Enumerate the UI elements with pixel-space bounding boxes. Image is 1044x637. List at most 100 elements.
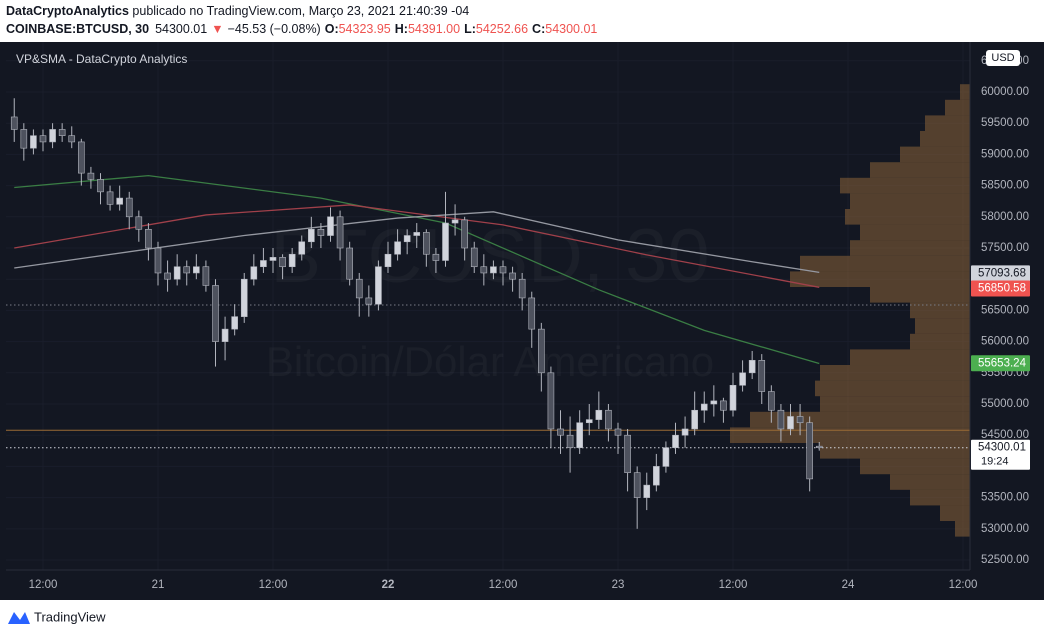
price-label: 55653.24 xyxy=(978,357,1027,369)
candle-body xyxy=(700,403,708,411)
candle-body xyxy=(145,228,152,249)
volume-profile-bar xyxy=(850,193,970,210)
volume-profile-bar xyxy=(840,177,970,194)
candle-body xyxy=(250,266,258,280)
volume-profile-bar xyxy=(945,99,970,116)
candle-body xyxy=(336,216,344,249)
candle-body xyxy=(154,247,162,274)
candle-body xyxy=(288,253,296,268)
candle-body xyxy=(815,445,823,448)
candle-body xyxy=(202,266,210,286)
candle-body xyxy=(30,135,37,149)
candle-body xyxy=(87,172,95,180)
candle-body xyxy=(413,232,421,236)
candle-body xyxy=(355,278,363,299)
candle-body xyxy=(78,141,85,174)
candle-body xyxy=(432,253,440,261)
y-tick-label: 56500.00 xyxy=(981,304,1029,316)
currency-badge xyxy=(986,50,1020,66)
symbol: COINBASE:BTCUSD, 30 xyxy=(6,22,149,36)
candle-body xyxy=(605,409,612,430)
candle-body xyxy=(125,197,133,218)
last-price: 54300.01 xyxy=(155,22,207,36)
candle-body xyxy=(346,247,353,280)
candle-body xyxy=(787,416,794,430)
candle-body xyxy=(748,360,756,374)
plot-area: BTCUSD, 30 Bitcoin/Dólar Americano xyxy=(6,42,970,570)
indicator-title: VP&SMA - DataCrypto Analytics xyxy=(16,52,187,66)
x-tick-label: 12:00 xyxy=(29,579,58,591)
candle-body xyxy=(758,360,766,392)
candle-body xyxy=(768,391,775,411)
candle-body xyxy=(10,116,18,130)
candle-body xyxy=(106,191,114,205)
y-tick-label: 52500.00 xyxy=(981,554,1029,566)
candle-body xyxy=(633,472,641,498)
sma-line xyxy=(14,204,820,288)
volume-profile-bar xyxy=(800,255,970,272)
watermark-sub: Bitcoin/Dólar Americano xyxy=(266,338,714,385)
chart-bg xyxy=(0,42,1044,600)
candle-body xyxy=(662,447,670,467)
volume-profile-bar xyxy=(820,396,970,412)
header-bg xyxy=(0,0,1044,42)
volume-profile-bar xyxy=(790,271,970,288)
candle-body xyxy=(279,257,286,268)
down-arrow: ▼ xyxy=(211,22,223,36)
volume-profile-bar xyxy=(820,365,970,381)
candle-body xyxy=(499,266,507,274)
candle-body xyxy=(173,266,181,280)
watermark: BTCUSD, 30 xyxy=(270,214,709,299)
price-label: 56850.58 xyxy=(978,283,1026,295)
candle-body xyxy=(490,266,497,274)
candle-body xyxy=(164,272,171,280)
volume-profile-bar xyxy=(910,489,970,506)
x-tick-label: 12:00 xyxy=(259,579,288,591)
candle-body xyxy=(403,235,411,243)
price-label-bg xyxy=(971,355,1030,372)
candle-body xyxy=(97,179,104,193)
close-value: 54300.01 xyxy=(545,22,597,36)
author: DataCryptoAnalytics xyxy=(6,4,129,18)
candle-body xyxy=(365,297,373,305)
price-label: 57093.68 xyxy=(978,267,1026,279)
candle-body xyxy=(221,328,229,342)
candle-body xyxy=(375,266,382,305)
candle-body xyxy=(135,216,143,230)
volume-profile-bar xyxy=(915,318,970,334)
y-tick-label: 59500.00 xyxy=(981,117,1029,129)
candle-body xyxy=(796,416,804,424)
y-tick-label: 54500.00 xyxy=(981,429,1029,441)
volume-profile-bar xyxy=(750,411,970,428)
x-tick-label: 12:00 xyxy=(489,579,518,591)
candle-body xyxy=(269,257,277,261)
candle-body xyxy=(643,484,651,498)
high-label: H: xyxy=(395,22,408,36)
candle-body xyxy=(739,372,746,386)
candle-body xyxy=(68,135,76,143)
low-label: L: xyxy=(464,22,476,36)
candle-body xyxy=(653,466,660,486)
volume-profile-bar xyxy=(890,474,970,490)
price-label: 54300.01 xyxy=(978,442,1026,454)
x-tick-label: 22 xyxy=(382,579,395,591)
candle-body xyxy=(317,228,325,236)
currency: USD xyxy=(991,52,1014,64)
y-tick-label: 60000.00 xyxy=(981,86,1029,98)
candle-body xyxy=(231,316,238,330)
candle-body xyxy=(614,428,622,436)
close-label: C: xyxy=(532,22,545,36)
y-tick-label: 53000.00 xyxy=(981,523,1029,535)
volume-profile-bar xyxy=(730,427,970,444)
candle-body xyxy=(538,328,545,374)
candle-body xyxy=(308,228,315,243)
change: −45.53 (−0.08%) xyxy=(228,22,321,36)
x-tick-label: 12:00 xyxy=(949,579,978,591)
y-tick-label: 58000.00 xyxy=(981,211,1029,223)
volume-profile-bar xyxy=(940,505,970,522)
candle-body xyxy=(518,278,526,299)
open-value: 54323.95 xyxy=(339,22,391,36)
candle-body xyxy=(624,434,631,473)
candle-body xyxy=(461,219,468,249)
